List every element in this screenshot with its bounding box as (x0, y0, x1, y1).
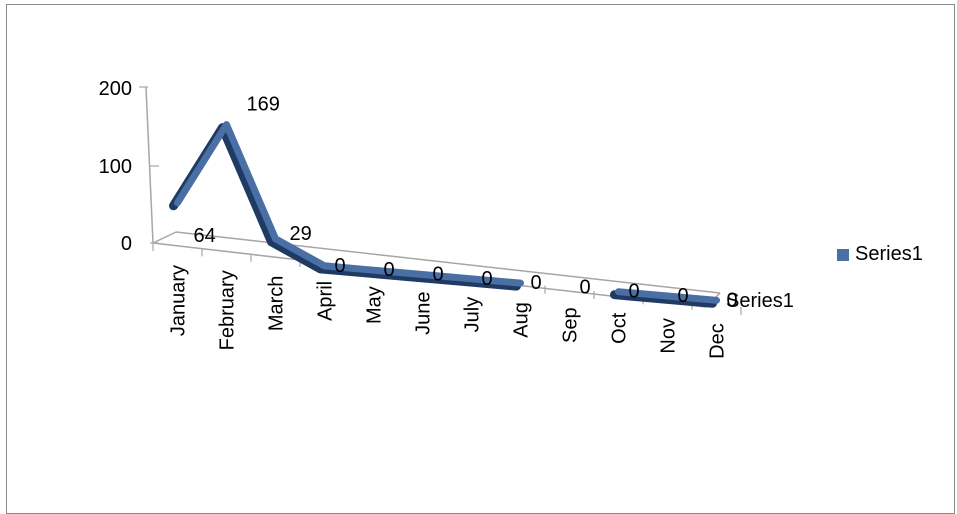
category-axis-labels: January February March April May June July Aug S… (168, 265, 729, 359)
category-label: January (168, 265, 190, 336)
category-label: May (364, 286, 386, 324)
category-label: Nov (658, 318, 680, 354)
category-label: April (315, 281, 337, 321)
legend-label-series1: Series1 (855, 243, 923, 265)
y-axis-line (145, 86, 154, 244)
category-label: June (413, 292, 435, 335)
y-axis-ticks: 0 100 200 (99, 78, 132, 255)
data-label: 0 (727, 289, 738, 311)
data-label: 0 (384, 259, 395, 281)
category-label: July (462, 297, 484, 333)
data-label: 169 (247, 94, 280, 116)
series-ribbon (169, 121, 720, 308)
data-label: 0 (433, 264, 444, 286)
data-label: 0 (335, 255, 346, 277)
y-tick-label: 100 (99, 156, 132, 178)
category-label: Dec (707, 323, 729, 359)
data-label: 0 (629, 281, 640, 303)
category-label: Sep (560, 307, 582, 343)
data-label: 0 (482, 268, 493, 290)
data-label: 0 (678, 285, 689, 307)
series-line (615, 288, 720, 304)
legend-swatch-series1 (837, 248, 849, 261)
data-labels: 64 169 29 0 0 0 0 0 0 0 0 0 (194, 94, 738, 312)
data-label: 29 (290, 223, 312, 245)
category-label: February (217, 270, 239, 350)
category-label: March (266, 276, 288, 332)
depth-axis-label: Series1 (726, 290, 794, 312)
floor-left-edge (152, 231, 177, 244)
y-tick-label: 200 (99, 78, 132, 100)
data-label: 0 (580, 276, 591, 298)
floor-back-edge (175, 231, 721, 294)
y-tick-label: 0 (121, 233, 132, 255)
legend: Series1 (837, 243, 923, 266)
data-label: 0 (531, 272, 542, 294)
data-label: 64 (194, 225, 216, 247)
series-line (174, 121, 524, 287)
chart-frame (6, 4, 955, 514)
category-label: Aug (511, 302, 533, 338)
category-label: Oct (609, 312, 631, 344)
